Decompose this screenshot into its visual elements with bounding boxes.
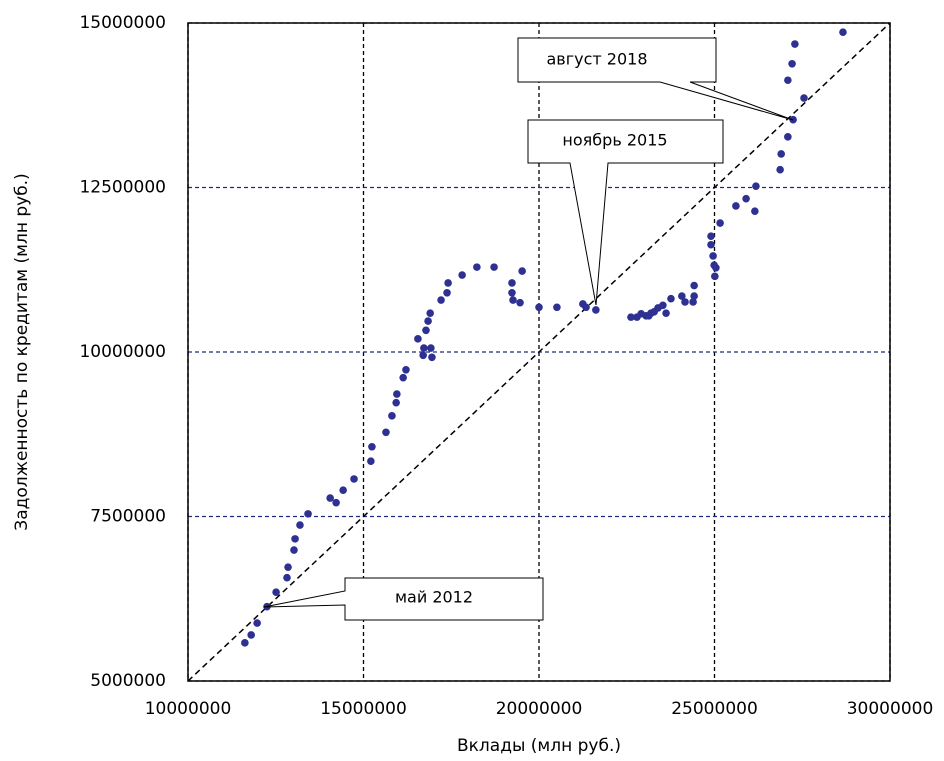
point	[742, 194, 750, 203]
annotation: август 2018	[546, 50, 647, 69]
point	[253, 619, 261, 627]
point	[627, 313, 635, 321]
point	[368, 442, 376, 451]
point	[659, 301, 667, 310]
y-axis-label: Задолженность по кредитам (млн руб.)	[12, 173, 32, 530]
point	[272, 588, 280, 596]
point	[707, 240, 715, 249]
point	[419, 351, 427, 360]
point	[326, 494, 334, 502]
point	[339, 486, 347, 494]
point	[690, 292, 698, 300]
point	[247, 631, 255, 639]
annotation: ноябрь 2015	[562, 131, 667, 150]
point	[751, 207, 759, 215]
y-tick-label: 12500000	[79, 178, 166, 198]
point	[296, 521, 304, 529]
point	[490, 263, 498, 271]
point	[791, 40, 799, 48]
point	[332, 498, 340, 507]
callout: май 2012	[263, 577, 544, 621]
point	[776, 165, 784, 174]
point	[535, 303, 543, 312]
point	[752, 182, 760, 190]
point	[458, 271, 466, 279]
point	[800, 94, 808, 102]
point	[516, 298, 524, 307]
point	[291, 535, 299, 543]
point	[283, 573, 291, 582]
points	[241, 28, 847, 647]
point	[241, 639, 249, 647]
point	[690, 281, 698, 290]
point	[709, 252, 717, 260]
point	[508, 279, 516, 287]
point	[399, 373, 407, 382]
x-axis-label: Вклады (млн руб.)	[457, 736, 621, 756]
point	[424, 317, 432, 325]
point	[784, 133, 792, 141]
x-tick-label: 15000000	[320, 699, 407, 719]
point	[518, 267, 526, 275]
x-tick-label: 30000000	[847, 699, 934, 719]
y-tick-label: 15000000	[79, 13, 166, 33]
annotation: май 2012	[395, 588, 473, 607]
point	[553, 303, 561, 312]
point	[290, 546, 298, 554]
point	[437, 296, 445, 304]
point	[388, 412, 396, 420]
point	[509, 296, 517, 304]
point	[707, 232, 715, 240]
callout-box	[263, 577, 544, 621]
point	[367, 457, 375, 466]
point	[426, 309, 434, 317]
point	[789, 115, 797, 124]
point	[582, 303, 590, 312]
point	[662, 309, 670, 317]
diagonal-line	[187, 22, 891, 682]
point	[667, 294, 675, 303]
point	[420, 344, 428, 352]
point	[784, 76, 792, 85]
y-tick-label: 7500000	[90, 507, 166, 527]
point	[392, 398, 400, 407]
callout-box	[517, 37, 794, 121]
callout: август 2018	[517, 37, 794, 121]
point	[678, 292, 686, 300]
point	[382, 428, 390, 437]
point	[689, 298, 697, 306]
point	[473, 263, 481, 271]
x-tick-label: 25000000	[671, 699, 758, 719]
point	[712, 263, 720, 272]
point	[788, 59, 796, 68]
point	[402, 365, 410, 374]
point	[716, 219, 724, 227]
point	[508, 288, 516, 297]
x-tick-label: 20000000	[496, 699, 583, 719]
point	[732, 202, 740, 210]
point	[428, 353, 436, 362]
point	[777, 150, 785, 158]
point	[427, 344, 435, 352]
point	[284, 563, 292, 571]
x-tick-label: 10000000	[145, 699, 232, 719]
point	[681, 298, 689, 306]
callout: ноябрь 2015	[527, 119, 724, 306]
point	[414, 335, 422, 343]
callout-box	[527, 119, 724, 306]
point	[350, 475, 358, 483]
y-tick-label: 5000000	[90, 671, 166, 691]
point	[711, 272, 719, 281]
point	[444, 279, 452, 287]
point	[422, 326, 430, 335]
point	[443, 288, 451, 297]
plot-border	[187, 22, 891, 682]
point	[393, 390, 401, 398]
y-tick-label: 10000000	[79, 342, 166, 362]
point	[592, 306, 600, 314]
point	[304, 510, 312, 518]
point	[839, 28, 847, 37]
